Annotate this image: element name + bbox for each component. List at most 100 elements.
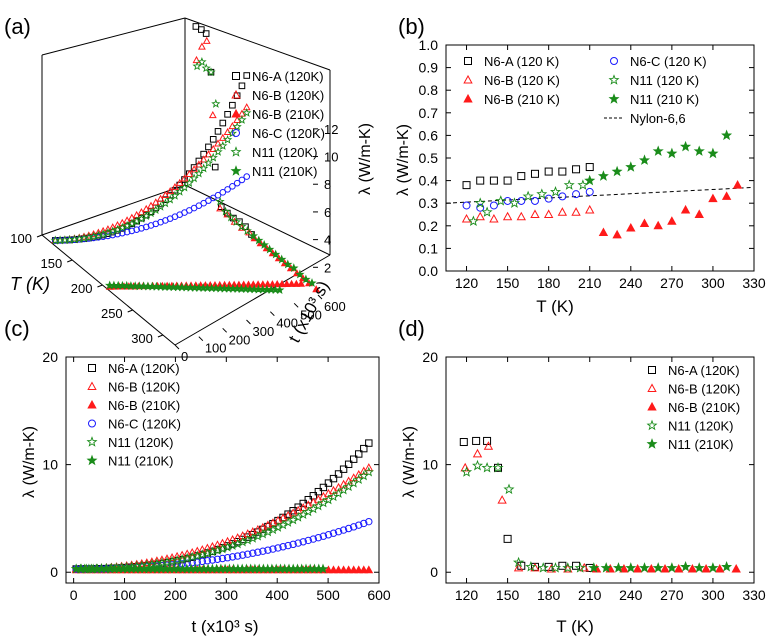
t-tick xyxy=(222,327,228,333)
data-point xyxy=(492,461,504,473)
y-tick-label: 10 xyxy=(42,457,58,473)
panel-a-legend: N6-A (120K) N6-B (120K) N6-B (210K) N6-C (1… xyxy=(230,69,325,179)
x-tick-label: 300 xyxy=(701,275,725,291)
data-point xyxy=(600,562,612,573)
legend-entry: N6-C (120 K) xyxy=(630,54,707,69)
data-point xyxy=(613,562,625,573)
legend-marker xyxy=(87,381,97,390)
data-point xyxy=(612,229,622,239)
panel-c-legend: N6-A (120K) N6-B (120K) N6-B (210K) N6-C (1… xyxy=(86,361,181,469)
data-point xyxy=(202,543,212,552)
data-point xyxy=(503,196,512,205)
t-tick xyxy=(246,319,251,325)
x-tick-label: 120 xyxy=(455,275,479,291)
x-tick-label: 330 xyxy=(742,275,766,291)
data-point xyxy=(481,206,493,217)
data-point xyxy=(577,179,589,190)
data-point xyxy=(355,450,363,458)
data-point xyxy=(530,196,539,205)
x-tick-label: 240 xyxy=(619,587,643,603)
data-point xyxy=(268,280,277,288)
data-point xyxy=(211,163,219,171)
data-point xyxy=(536,188,548,199)
x-tick-label: 400 xyxy=(266,587,290,603)
y-tick-label: 1.0 xyxy=(419,37,439,53)
x-tick-label: 600 xyxy=(367,587,391,603)
data-point xyxy=(339,565,348,574)
data-point xyxy=(687,563,698,573)
data-point xyxy=(307,278,317,288)
data-point xyxy=(214,128,222,135)
data-point xyxy=(459,438,468,447)
data-point xyxy=(646,563,657,573)
data-point xyxy=(324,565,333,574)
data-point xyxy=(167,553,177,561)
data-point xyxy=(229,183,236,190)
data-point xyxy=(517,172,526,181)
data-point xyxy=(476,176,485,185)
data-point xyxy=(233,179,241,187)
data-point xyxy=(232,121,242,131)
z-tick-label: 4 xyxy=(324,233,331,248)
data-point xyxy=(209,144,218,152)
data-point xyxy=(324,531,333,539)
data-point xyxy=(462,181,471,190)
data-point xyxy=(279,543,287,551)
data-point xyxy=(242,226,252,235)
panel-b-legend: N6-A (120 K) N6-B (120 K) N6-B (210 K) N6-C… xyxy=(463,54,707,126)
data-point xyxy=(638,562,651,573)
y-tick-label: 0.5 xyxy=(419,150,439,166)
y-tick-label: 0.7 xyxy=(419,105,439,121)
data-point xyxy=(238,176,246,184)
data-point xyxy=(299,538,307,546)
data-point xyxy=(172,551,182,560)
data-point xyxy=(229,101,236,109)
y-tick-label: 10 xyxy=(422,457,438,473)
data-point xyxy=(472,448,483,458)
data-point xyxy=(274,544,282,552)
data-point xyxy=(355,521,363,529)
data-point xyxy=(198,42,206,50)
y-tick-label: 0.4 xyxy=(419,173,439,189)
data-point xyxy=(571,207,581,216)
data-point xyxy=(359,565,369,574)
data-point xyxy=(112,224,123,234)
legend-entry: N11 (120 K) xyxy=(630,73,699,88)
data-point xyxy=(219,189,227,196)
data-point xyxy=(363,466,375,477)
data-point xyxy=(264,244,275,254)
data-point xyxy=(525,561,537,572)
data-point xyxy=(666,562,678,573)
panel-c-frame xyxy=(65,356,380,584)
data-point xyxy=(233,537,242,546)
data-point xyxy=(680,140,692,152)
data-point xyxy=(282,279,291,287)
x-tick-label: 150 xyxy=(496,275,520,291)
x-tick-label: 180 xyxy=(537,587,561,603)
legend-marker xyxy=(463,74,473,84)
data-point xyxy=(715,563,725,573)
data-point xyxy=(301,274,311,284)
data-point xyxy=(632,563,643,573)
data-point xyxy=(273,280,282,288)
data-point xyxy=(244,550,252,558)
t-tick xyxy=(317,294,323,300)
data-point xyxy=(197,57,207,66)
data-point xyxy=(218,133,227,141)
data-point xyxy=(208,152,218,162)
x-tick-label: 270 xyxy=(660,275,684,291)
data-point xyxy=(209,136,217,143)
x-tick-label: 150 xyxy=(496,587,520,603)
panel-a-data xyxy=(50,23,321,295)
data-point xyxy=(549,562,562,573)
data-point xyxy=(248,231,259,240)
panel-c-xlabel: t (x10³ s) xyxy=(191,617,258,636)
legend-entry: N6-B (120K) xyxy=(108,380,180,395)
data-point xyxy=(284,541,292,550)
data-point xyxy=(503,483,515,495)
data-point xyxy=(639,154,650,165)
data-point xyxy=(467,215,479,227)
data-point xyxy=(133,226,140,233)
T-tick xyxy=(157,334,164,338)
legend-marker xyxy=(86,436,98,447)
